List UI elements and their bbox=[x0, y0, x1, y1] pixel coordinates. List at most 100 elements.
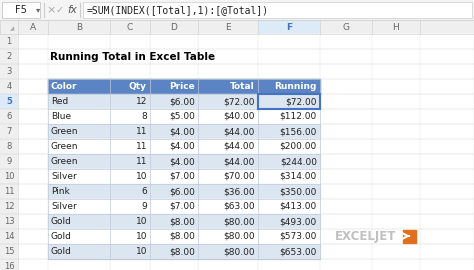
Text: Running: Running bbox=[274, 82, 317, 91]
Text: 15: 15 bbox=[4, 247, 14, 256]
Bar bbox=[48, 139, 110, 154]
Text: F5: F5 bbox=[15, 5, 27, 15]
Text: 10: 10 bbox=[4, 172, 14, 181]
Text: ✓: ✓ bbox=[56, 5, 64, 15]
Bar bbox=[18, 109, 474, 124]
Text: $80.00: $80.00 bbox=[223, 232, 255, 241]
Bar bbox=[110, 109, 150, 124]
Bar bbox=[18, 199, 474, 214]
Bar bbox=[150, 139, 198, 154]
Text: 1: 1 bbox=[6, 37, 12, 46]
Text: $314.00: $314.00 bbox=[280, 172, 317, 181]
Bar bbox=[48, 20, 110, 34]
Bar bbox=[258, 94, 320, 109]
Text: 8: 8 bbox=[6, 142, 12, 151]
Text: Running Total in Excel Table: Running Total in Excel Table bbox=[50, 52, 215, 62]
Text: 8: 8 bbox=[141, 112, 147, 121]
Bar bbox=[0, 154, 18, 169]
Bar bbox=[0, 259, 18, 270]
Bar bbox=[258, 169, 320, 184]
Bar bbox=[258, 79, 320, 94]
Bar bbox=[110, 94, 150, 109]
Text: B: B bbox=[76, 22, 82, 32]
Text: 10: 10 bbox=[136, 217, 147, 226]
Bar bbox=[0, 139, 18, 154]
Bar bbox=[0, 79, 18, 94]
Bar bbox=[2, 2, 40, 18]
Text: 2: 2 bbox=[6, 52, 12, 61]
Bar bbox=[372, 20, 420, 34]
Text: A: A bbox=[30, 22, 36, 32]
Bar bbox=[0, 94, 18, 109]
Bar bbox=[48, 184, 110, 199]
Text: $44.00: $44.00 bbox=[224, 142, 255, 151]
Text: $6.00: $6.00 bbox=[169, 187, 195, 196]
Text: $7.00: $7.00 bbox=[169, 202, 195, 211]
Bar bbox=[18, 139, 474, 154]
Bar bbox=[48, 169, 110, 184]
Text: $40.00: $40.00 bbox=[224, 112, 255, 121]
Bar bbox=[150, 244, 198, 259]
Bar bbox=[198, 214, 258, 229]
Bar bbox=[0, 109, 18, 124]
Text: 11: 11 bbox=[136, 142, 147, 151]
Bar bbox=[18, 169, 474, 184]
Bar bbox=[150, 109, 198, 124]
Bar bbox=[0, 64, 18, 79]
Bar bbox=[258, 139, 320, 154]
Bar bbox=[48, 109, 110, 124]
Bar bbox=[198, 244, 258, 259]
Text: Gold: Gold bbox=[51, 247, 72, 256]
Bar bbox=[258, 199, 320, 214]
Text: Price: Price bbox=[169, 82, 195, 91]
Text: $44.00: $44.00 bbox=[224, 127, 255, 136]
Text: $156.00: $156.00 bbox=[280, 127, 317, 136]
Text: 6: 6 bbox=[6, 112, 12, 121]
Bar bbox=[258, 124, 320, 139]
Text: $72.00: $72.00 bbox=[224, 97, 255, 106]
Text: 4: 4 bbox=[6, 82, 12, 91]
Bar bbox=[258, 244, 320, 259]
Text: $8.00: $8.00 bbox=[169, 247, 195, 256]
Bar bbox=[320, 20, 372, 34]
Text: $112.00: $112.00 bbox=[280, 112, 317, 121]
Text: 12: 12 bbox=[4, 202, 14, 211]
Bar bbox=[150, 154, 198, 169]
Text: $350.00: $350.00 bbox=[280, 187, 317, 196]
Bar bbox=[258, 109, 320, 124]
Bar bbox=[110, 244, 150, 259]
Bar bbox=[198, 109, 258, 124]
Bar bbox=[110, 20, 150, 34]
Bar bbox=[110, 154, 150, 169]
Text: C: C bbox=[127, 22, 133, 32]
Text: Silver: Silver bbox=[51, 202, 77, 211]
Bar bbox=[110, 169, 150, 184]
Bar bbox=[258, 229, 320, 244]
Bar bbox=[110, 229, 150, 244]
Bar bbox=[0, 199, 18, 214]
Text: $44.00: $44.00 bbox=[224, 157, 255, 166]
Text: 13: 13 bbox=[4, 217, 14, 226]
Bar bbox=[0, 229, 18, 244]
Text: Pink: Pink bbox=[51, 187, 70, 196]
Bar bbox=[110, 124, 150, 139]
Bar bbox=[150, 79, 198, 94]
Bar bbox=[48, 214, 110, 229]
Text: $573.00: $573.00 bbox=[280, 232, 317, 241]
Text: 7: 7 bbox=[6, 127, 12, 136]
Text: $8.00: $8.00 bbox=[169, 232, 195, 241]
Text: 14: 14 bbox=[4, 232, 14, 241]
Text: $8.00: $8.00 bbox=[169, 217, 195, 226]
Bar bbox=[18, 64, 474, 79]
Bar bbox=[48, 199, 110, 214]
Text: 16: 16 bbox=[4, 262, 14, 270]
Text: Gold: Gold bbox=[51, 232, 72, 241]
Text: ×: × bbox=[46, 5, 55, 15]
Bar bbox=[18, 34, 474, 49]
Text: 5: 5 bbox=[6, 97, 12, 106]
Text: ▾: ▾ bbox=[36, 5, 40, 15]
Bar bbox=[48, 94, 110, 109]
Bar bbox=[18, 259, 474, 270]
Bar bbox=[18, 124, 474, 139]
Text: $63.00: $63.00 bbox=[223, 202, 255, 211]
